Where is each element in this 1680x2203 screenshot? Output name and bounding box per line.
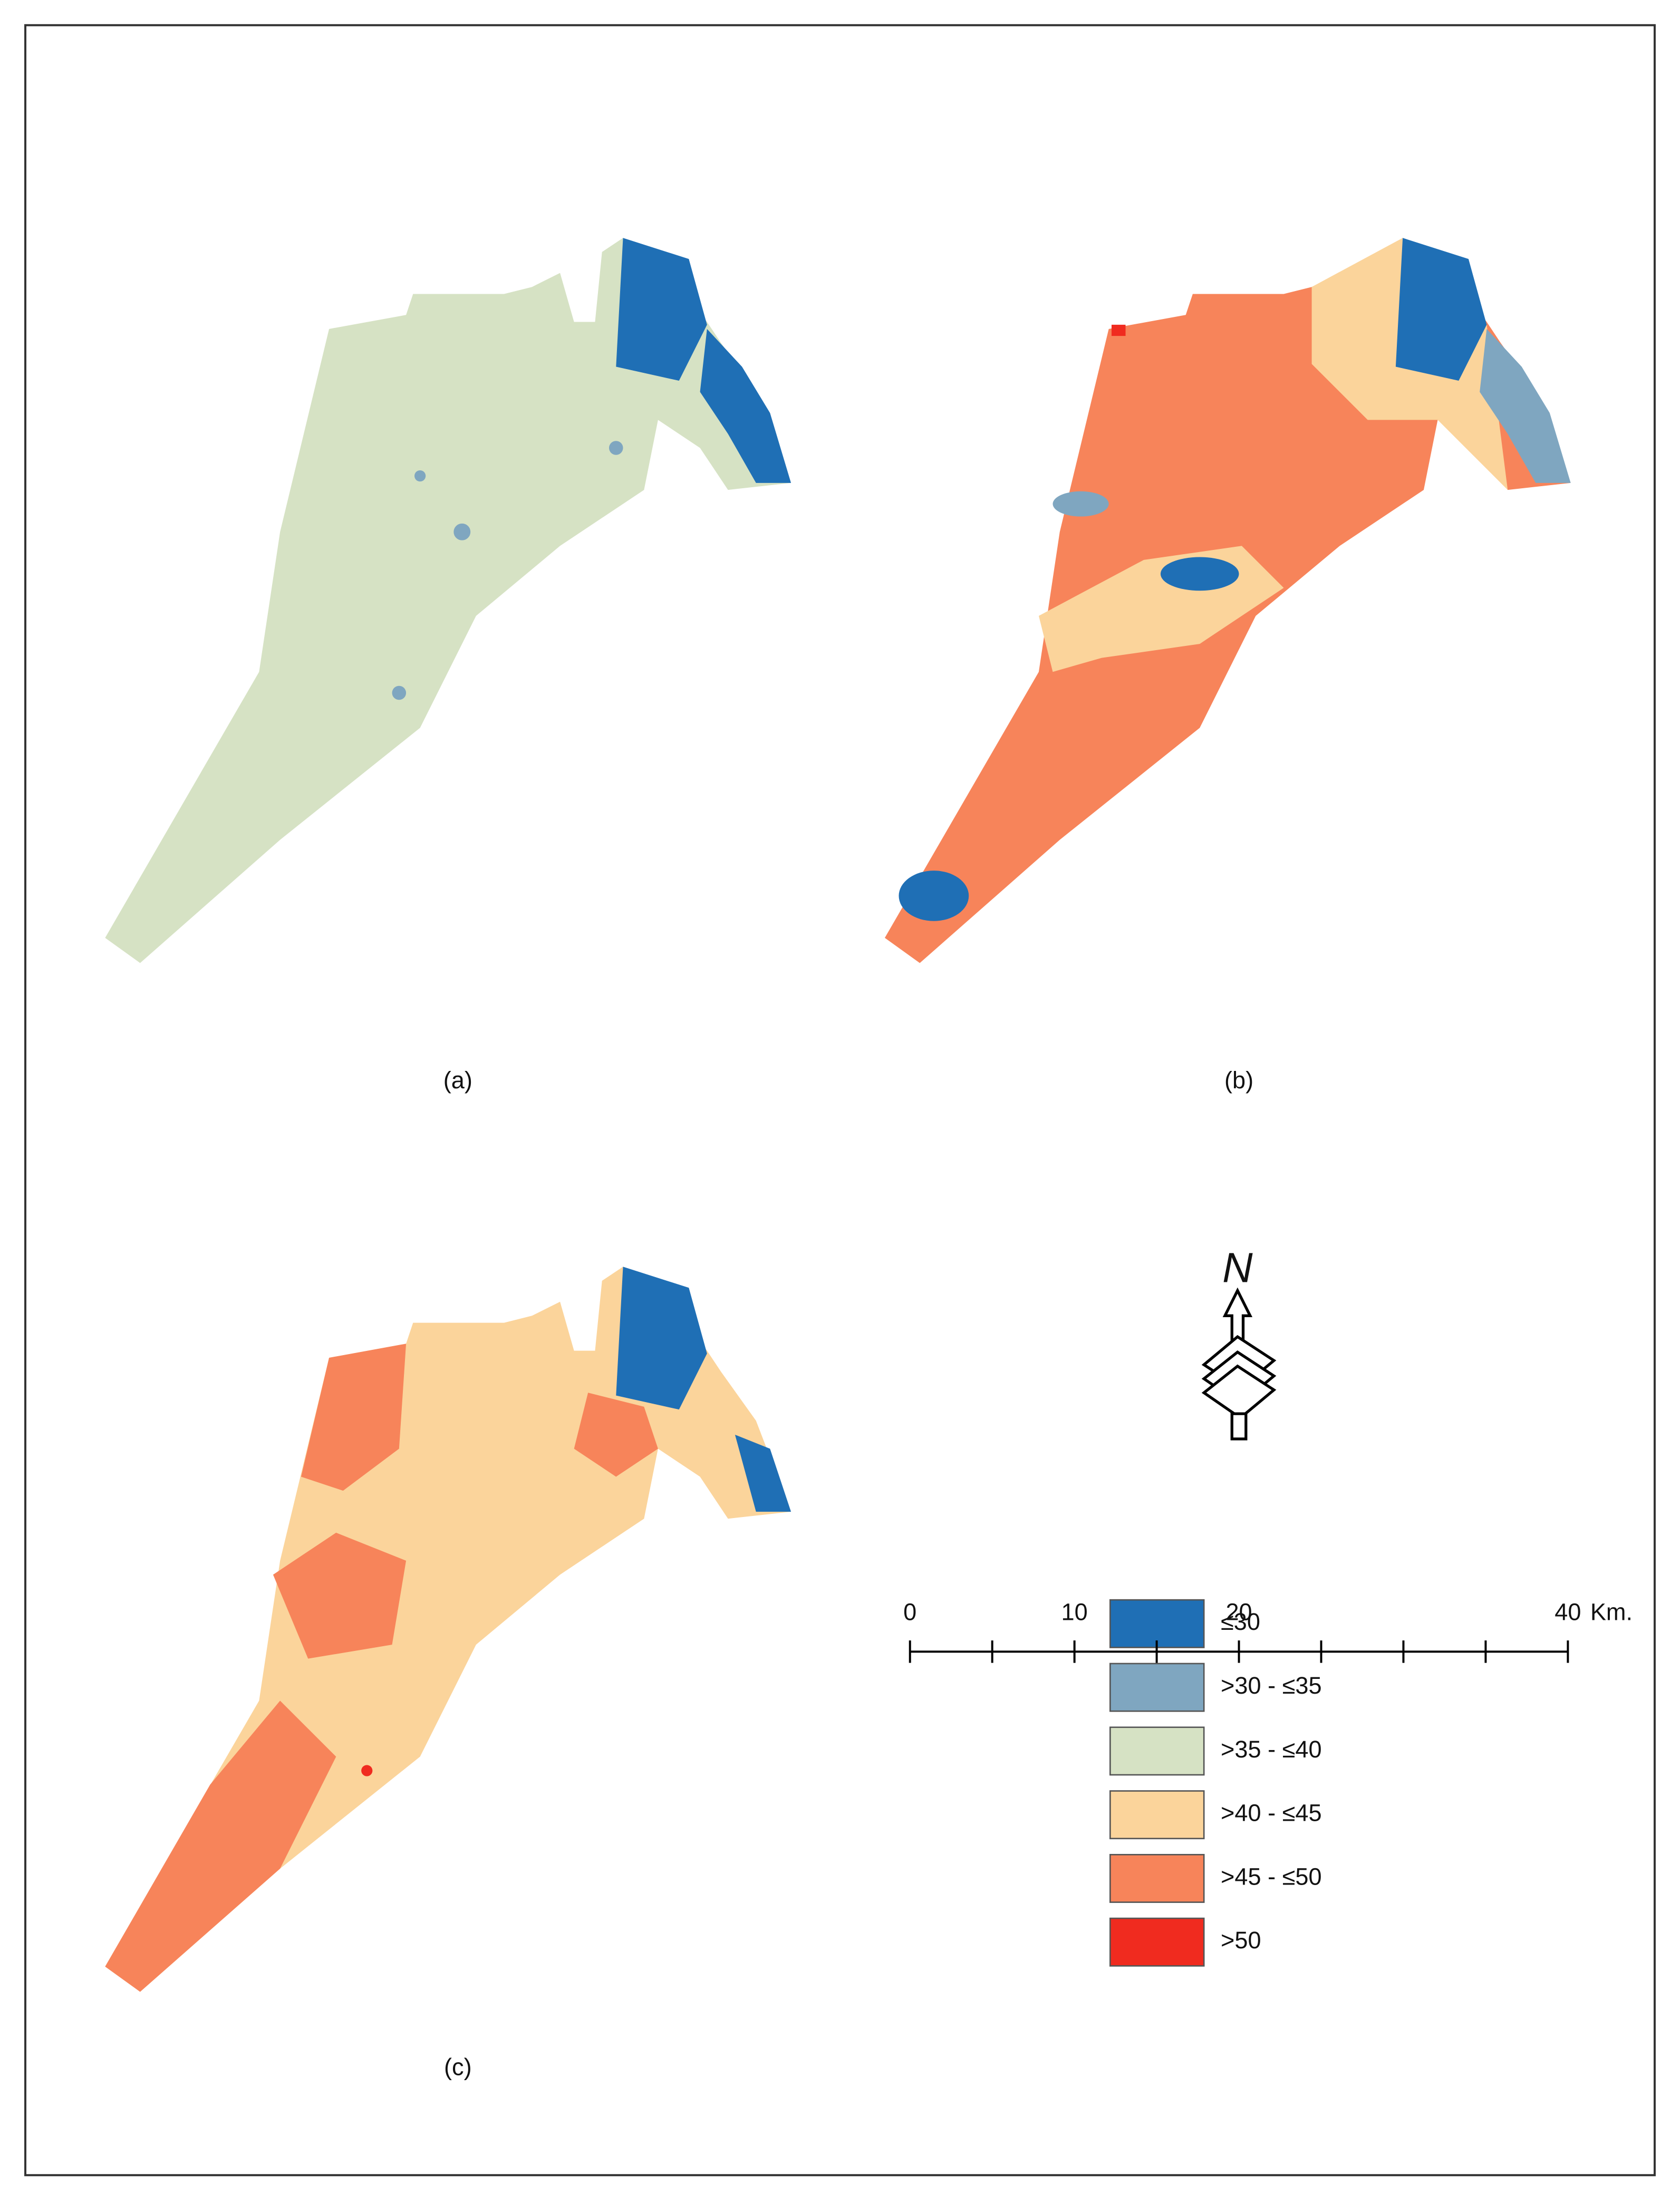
map-panel-b [884, 238, 1571, 963]
scale-tick-label: 0 [903, 1599, 916, 1626]
scale-tick-label: 40 [1555, 1599, 1581, 1626]
zone [414, 470, 426, 482]
legend-label: >30 - ≤35 [1221, 1672, 1322, 1699]
legend-swatch [1109, 1790, 1205, 1840]
north-label: N [1222, 1244, 1253, 1291]
scale-tick-label: 10 [1061, 1599, 1088, 1626]
legend-swatch [1109, 1726, 1205, 1776]
legend-label: ≤30 [1221, 1608, 1260, 1635]
zone [1053, 491, 1109, 517]
zone [1111, 324, 1126, 336]
zone [392, 685, 407, 700]
scale-unit: Km. [1590, 1599, 1633, 1626]
zone [105, 1700, 336, 1992]
scale-bar: 0 10 20 40 Km. [903, 1599, 1633, 1663]
zone [1160, 557, 1239, 591]
zone [899, 871, 969, 921]
legend-swatch [1109, 1663, 1205, 1712]
legend-label: >35 - ≤40 [1221, 1736, 1322, 1763]
zone [574, 1393, 658, 1477]
panel-label: (a) [443, 1067, 472, 1094]
legend-label: >45 - ≤50 [1221, 1863, 1322, 1890]
scale-tick-label: 20 [1225, 1599, 1252, 1626]
panel-label: (b) [1224, 1067, 1253, 1094]
zone [735, 1434, 791, 1512]
map-panel-a [105, 238, 791, 963]
zone [301, 1344, 407, 1491]
map-panel-c [105, 1267, 791, 1992]
legend-swatch [1109, 1853, 1205, 1903]
legend-label: >50 [1221, 1927, 1261, 1954]
zone [609, 441, 623, 455]
north-arrow: N [1201, 1244, 1277, 1441]
zone [361, 1765, 373, 1776]
zone [453, 523, 471, 540]
zone [273, 1532, 407, 1659]
legend-label: >40 - ≤45 [1221, 1800, 1322, 1827]
legend-swatch [1109, 1917, 1205, 1967]
panel-label: (c) [444, 2053, 472, 2080]
legend-swatch [1109, 1599, 1205, 1648]
legend: ≤30 >30 - ≤35 >35 - ≤40 >40 - ≤45 >45 - ≤50 >… [1109, 1599, 1322, 1967]
frame [24, 24, 1656, 2177]
